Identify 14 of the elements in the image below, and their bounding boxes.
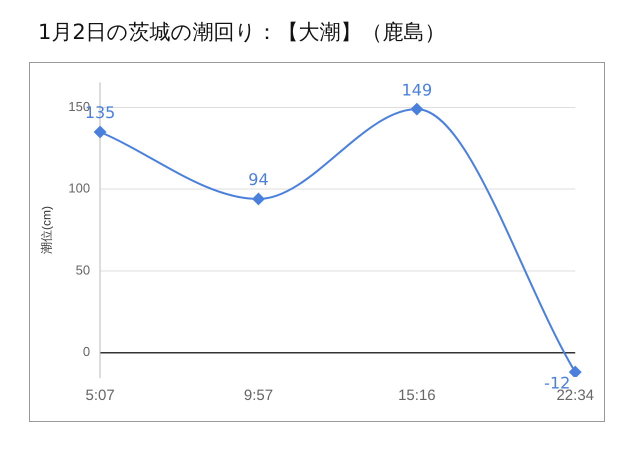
point [252, 192, 264, 205]
x-tick-label: 5:07 [85, 387, 115, 404]
y-tick-label: 100 [68, 180, 90, 196]
data-label: 94 [248, 170, 269, 190]
chart-title: 1月2日の茨城の潮回り：【大潮】（鹿島） [38, 19, 446, 46]
y-tick-label: 0 [82, 344, 90, 360]
data-label: 149 [402, 80, 432, 100]
y-tick-label: 50 [76, 262, 90, 278]
point [94, 126, 106, 138]
x-tick-label: 9:57 [244, 387, 274, 404]
x-tick-label: 15:16 [398, 387, 436, 404]
point [569, 366, 582, 377]
point [410, 103, 423, 116]
y-axis-title: 潮位(cm) [40, 206, 54, 254]
